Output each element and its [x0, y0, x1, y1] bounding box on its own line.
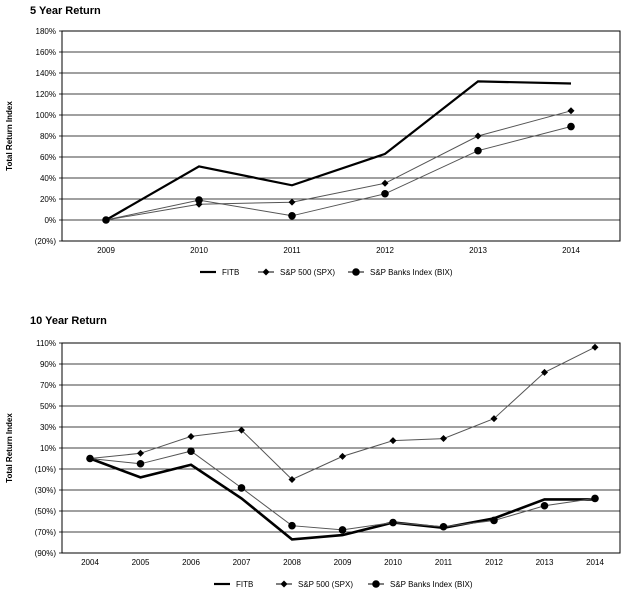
- y-tick-label: (20%): [35, 237, 57, 246]
- series-2-point: [339, 452, 346, 460]
- series-2-point: [490, 415, 498, 423]
- chart-title: 10 Year Return: [30, 315, 107, 327]
- y-tick-label: 50%: [40, 402, 56, 411]
- series-3-point: [540, 501, 549, 510]
- y-tick-label: 0%: [44, 216, 56, 225]
- series-3-point: [389, 518, 397, 527]
- series-3-point: [288, 521, 296, 530]
- y-tick-label: 120%: [36, 90, 56, 99]
- series-3-point: [474, 146, 482, 155]
- series-3-point: [187, 447, 195, 455]
- series-line-2: [105, 110, 572, 221]
- legend-label: S&P Banks Index (BIX): [390, 580, 473, 589]
- series-3-point: [567, 122, 575, 131]
- y-tick-label: 90%: [40, 360, 56, 369]
- x-tick-label: 2014: [586, 558, 604, 567]
- legend-marker: [280, 580, 288, 588]
- x-tick-label: 2013: [469, 246, 487, 255]
- x-tick-label: 2009: [97, 246, 115, 255]
- y-axis-label: Total Return Index: [5, 101, 14, 171]
- y-tick-label: (50%): [35, 507, 57, 516]
- y-tick-label: (90%): [35, 549, 57, 558]
- y-tick-label: 10%: [40, 444, 56, 453]
- chart-1: 5 Year Return (20%) 0% 20% 40% 60% 80% 100% 120%…: [5, 5, 621, 277]
- x-tick-label: 2008: [283, 558, 301, 567]
- series-line-1: [89, 457, 595, 541]
- series-2-point: [288, 476, 296, 483]
- x-tick-label: 2013: [536, 558, 554, 567]
- series-2-point: [474, 132, 482, 140]
- legend-label: S&P 500 (SPX): [280, 268, 335, 277]
- series-3-point: [288, 212, 296, 220]
- chart-2: 10 Year Return (90%) (70%) (50%) (30%) (10%) 1…: [5, 315, 621, 589]
- series-2-point: [137, 449, 144, 457]
- series-3-point: [439, 522, 448, 531]
- x-tick-label: 2011: [435, 558, 453, 567]
- series-2-point: [389, 437, 397, 445]
- x-tick-label: 2014: [562, 246, 580, 255]
- x-tick-label: 2010: [384, 558, 402, 567]
- y-tick-label: 70%: [40, 381, 56, 390]
- series-2-point: [440, 435, 447, 443]
- x-tick-label: 2012: [376, 246, 394, 255]
- x-tick-label: 2004: [81, 558, 99, 567]
- series-3-point: [136, 459, 145, 468]
- series-2-point: [187, 432, 195, 440]
- series-2-point: [567, 107, 575, 115]
- y-tick-label: 160%: [36, 48, 56, 57]
- series-2-point: [288, 198, 296, 206]
- series-3-point: [490, 516, 498, 525]
- y-tick-label: 20%: [40, 195, 56, 204]
- x-tick-label: 2007: [233, 558, 251, 567]
- y-tick-label: (10%): [35, 465, 57, 474]
- legend-label: FITB: [222, 268, 239, 277]
- x-tick-label: 2005: [132, 558, 150, 567]
- legend-label: FITB: [236, 580, 253, 589]
- y-tick-label: 100%: [36, 111, 56, 120]
- series-2-point: [541, 368, 548, 376]
- x-tick-label: 2012: [485, 558, 503, 567]
- y-tick-label: 40%: [40, 174, 56, 183]
- y-tick-label: (70%): [35, 528, 57, 537]
- series-2-point: [591, 343, 599, 351]
- series-3-point: [195, 196, 203, 204]
- series-3-point: [381, 189, 389, 198]
- legend-label: S&P Banks Index (BIX): [370, 268, 453, 277]
- y-tick-label: 180%: [36, 27, 56, 36]
- x-tick-label: 2011: [283, 246, 301, 255]
- y-tick-label: 30%: [40, 423, 56, 432]
- legend-marker: [372, 580, 380, 588]
- chart-title: 5 Year Return: [30, 5, 101, 17]
- series-3-point: [102, 216, 110, 224]
- x-tick-label: 2010: [190, 246, 208, 255]
- series-line-3: [105, 126, 572, 221]
- y-axis-label: Total Return Index: [5, 413, 14, 483]
- series-3-point: [86, 454, 94, 463]
- y-tick-label: (30%): [35, 486, 57, 495]
- y-tick-label: 80%: [40, 132, 56, 141]
- series-line-1: [105, 80, 572, 221]
- series-2-point: [381, 179, 389, 187]
- y-tick-label: 140%: [36, 69, 56, 78]
- x-tick-label: 2009: [334, 558, 352, 567]
- series-3-point: [591, 494, 599, 503]
- legend-marker: [262, 268, 270, 276]
- legend-label: S&P 500 (SPX): [298, 580, 353, 589]
- series-2-point: [238, 426, 245, 434]
- x-tick-label: 2006: [182, 558, 200, 567]
- series-line-3: [89, 450, 596, 531]
- series-3-point: [237, 484, 246, 492]
- y-tick-label: 60%: [40, 153, 56, 162]
- legend-marker: [352, 268, 360, 276]
- series-3-point: [338, 526, 347, 534]
- y-tick-label: 110%: [36, 339, 56, 348]
